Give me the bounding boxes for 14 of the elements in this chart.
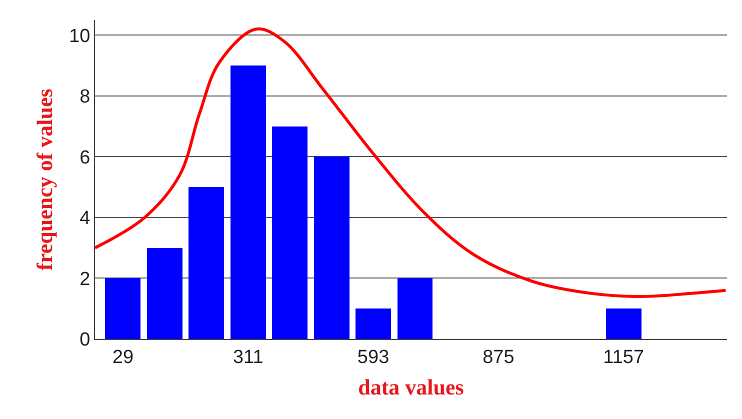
y-tick-label: 10 bbox=[69, 26, 90, 47]
x-tick-label: 29 bbox=[112, 346, 134, 368]
y-tick-label: 0 bbox=[80, 330, 90, 351]
y-tick-label: 6 bbox=[80, 147, 90, 168]
x-axis-title: data values bbox=[358, 374, 464, 400]
x-tick-label: 593 bbox=[357, 346, 390, 368]
line-series bbox=[95, 28, 727, 298]
y-axis-title: frequency of values bbox=[32, 88, 57, 270]
y-tick-label: 2 bbox=[80, 268, 90, 290]
y-tick-label: 8 bbox=[80, 86, 90, 108]
x-tick-label: 875 bbox=[482, 346, 514, 368]
x-tick-label: 1157 bbox=[603, 346, 644, 368]
x-tick-label: 311 bbox=[232, 346, 264, 368]
y-tick-label: 4 bbox=[80, 208, 91, 230]
